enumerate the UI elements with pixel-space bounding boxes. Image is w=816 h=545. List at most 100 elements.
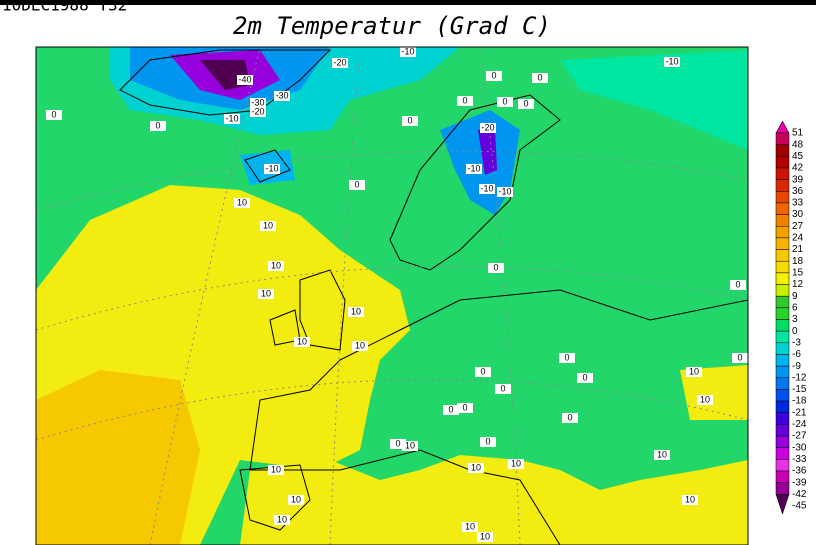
label-box [332,58,348,68]
contour-label: -20 [333,57,346,67]
label-box [682,495,698,505]
colorbar-label: 24 [792,233,804,244]
colorbar-label: 48 [792,139,804,150]
contour-label: -20 [251,106,264,116]
colorbar-band [775,237,790,250]
contour-label: -10 [467,163,480,173]
label-box [46,110,62,120]
run-label: 10DEC1988 T32 [2,0,127,15]
colorbar-label: 21 [792,244,804,255]
label-box [260,221,276,231]
colorbar-band [775,272,790,285]
label-box [250,107,266,117]
contour-label: -30 [251,97,264,107]
contour-labels: -10-20-40-30-30-20-10-100 000 00 0 0-20-100-… [46,46,748,542]
colorbar-label: -45 [792,501,807,512]
top-bar [0,0,816,5]
colorbar-label: 15 [792,268,804,279]
colorbar-label: -27 [792,431,807,442]
contour-label: 10 [689,366,699,376]
label-box [390,439,406,449]
label-box [250,98,266,108]
colorbar-label: 18 [792,256,804,267]
colorbar-band [775,482,790,495]
contour-label: 0 [537,72,542,82]
colorbar-band [775,191,790,204]
label-box [508,459,524,469]
label-box [559,353,575,363]
colorbar-label: 36 [792,186,804,197]
cool-zone [560,50,748,150]
contour-label: 10 [465,521,475,531]
colorbar-band [775,260,790,274]
colorbar-band [775,377,790,390]
contour-label: 10 [480,531,490,541]
contour-label: 0 [523,98,528,108]
colorbar-label: -24 [792,419,807,430]
warm-zone [680,365,748,420]
contour-label: 10 [657,449,667,459]
colorbar-band [775,447,790,460]
colorbar-label: 33 [792,198,804,209]
colorbar-label: -12 [792,372,807,383]
colorbar-band [775,354,790,367]
map-title: 2m Temperatur (Grad C) [233,12,551,40]
colorbar-label: 30 [792,209,804,220]
colorbar-band [775,214,790,227]
colorbar-band [775,144,790,157]
label-box [274,91,290,101]
colorbar-band [775,295,790,309]
colorbar-band [775,400,790,413]
colorbar-label: 6 [792,302,798,313]
label-box [349,180,365,190]
contour-label: -40 [238,74,251,84]
colorbar-label: 45 [792,151,804,162]
colorbar-band [775,156,790,169]
label-box [664,57,680,67]
colorbar-label: 42 [792,163,804,174]
colorbar-label: -36 [792,466,807,477]
contour-label: 10 [351,306,361,316]
contour-label: 10 [277,514,287,524]
colorbar-band [775,167,790,180]
contour-label: -10 [401,46,414,56]
contour-label: 0 [448,404,453,414]
map-frame [35,46,749,545]
colorbar-label: 51 [792,128,804,139]
contour-label: 10 [271,260,281,270]
label-box [150,121,166,131]
label-box [577,373,593,383]
colorbar-band [775,342,790,355]
contour-label: 0 [491,70,496,80]
contour-label: -20 [481,122,494,132]
colorbar-band [775,132,790,145]
colorbar-band [775,249,790,262]
contour-label: 10 [471,462,481,472]
contour-label: -30 [275,90,288,100]
contour-label: 0 [407,115,412,125]
label-box [562,413,578,423]
colorbar-band [775,284,790,297]
colorbar-cap [775,120,790,134]
label-box [686,367,702,377]
contour-label: 0 [564,352,569,362]
contour-label: 0 [51,109,56,119]
colorbar-band [775,226,790,239]
colorbar-label: -15 [792,384,807,395]
colorbar-band [775,202,790,215]
contour-label: 10 [263,220,273,230]
label-box [268,465,284,475]
label-box [352,341,368,351]
label-box [294,337,310,347]
contour-label: 10 [685,494,695,504]
colorbar-label: -39 [792,477,807,488]
colorbar-band [775,459,790,472]
label-box [274,515,290,525]
label-box [402,441,418,451]
colorbar-label: -33 [792,454,807,465]
graticule [36,47,748,545]
colorbar-label: -21 [792,407,807,418]
contour-label: -10 [480,183,493,193]
label-box [732,353,748,363]
